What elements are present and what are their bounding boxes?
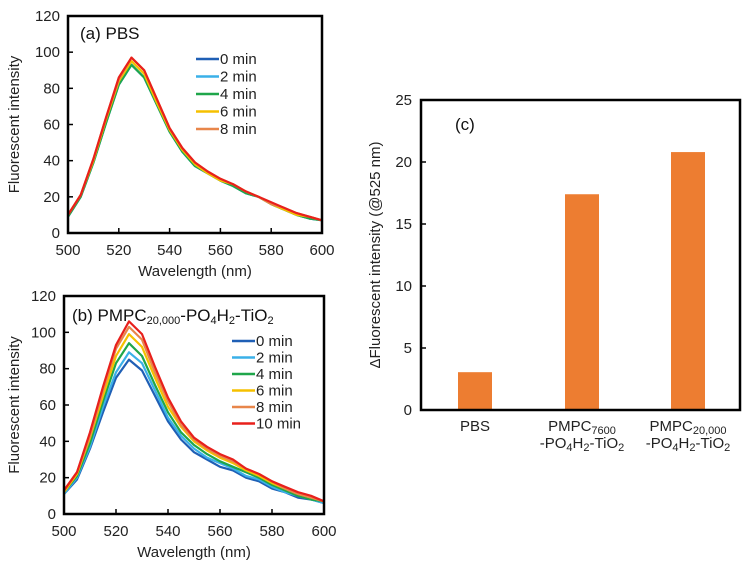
series-line-2: [67, 63, 323, 222]
legend-label: 0 min: [220, 51, 257, 68]
text-part: PMPC: [548, 418, 592, 435]
plot-frame: [419, 98, 742, 412]
subscript: 2: [229, 315, 235, 327]
category-label: PBS: [460, 418, 490, 435]
x-tick-label: 600: [311, 523, 336, 540]
y-tick-label: 20: [43, 189, 60, 206]
text-part: -PO: [540, 435, 567, 452]
y-tick-label: 0: [404, 402, 412, 419]
text-part: PBS: [460, 418, 490, 435]
text-part: (b) PMPC: [72, 306, 147, 325]
y-tick-label: 5: [404, 340, 412, 357]
text-part: -TiO: [696, 435, 725, 452]
text-part: -TiO: [235, 306, 267, 325]
legend-label: 2 min: [256, 350, 293, 367]
panel-title: (a) PBS: [80, 24, 140, 43]
text-part: -PO: [646, 435, 673, 452]
legend-label: 10 min: [256, 416, 301, 433]
x-tick-label: 560: [207, 523, 232, 540]
x-tick-label: 540: [157, 242, 182, 259]
legend-label: 8 min: [256, 399, 293, 416]
x-tick-label: 520: [106, 242, 131, 259]
subscript: 4: [211, 315, 217, 327]
y-tick-label: 20: [395, 154, 412, 171]
text-part: H: [573, 435, 584, 452]
text-part: H: [217, 306, 229, 325]
bar-2: [671, 152, 705, 410]
y-tick-label: 60: [43, 117, 60, 134]
category-label: PMPC20,000: [650, 418, 727, 437]
x-axis-title: Wavelength (nm): [137, 544, 251, 561]
y-axis-title: Fluorescent intensity: [6, 336, 23, 474]
y-tick-label: 20: [39, 470, 56, 487]
y-tick-label: 15: [395, 216, 412, 233]
y-tick-label: 0: [48, 506, 56, 523]
category-label: -PO4H2-TiO2: [646, 435, 731, 454]
legend-label: 4 min: [220, 86, 257, 103]
x-axis-title: Wavelength (nm): [138, 263, 252, 280]
legend-label: 2 min: [220, 69, 257, 86]
y-tick-label: 10: [395, 278, 412, 295]
subscript: 4: [672, 442, 678, 454]
series-line-1: [63, 351, 325, 505]
x-tick-label: 600: [309, 242, 334, 259]
category-label: -PO4H2-TiO2: [540, 435, 625, 454]
subscript: 2: [724, 442, 730, 454]
panel-b: 500 520 540 560 580 600 0 20 40 60 80 100 120 Wavelen…: [6, 288, 337, 561]
subscript: 2: [267, 315, 273, 327]
subscript: 2: [583, 442, 589, 454]
series-line-5: [67, 56, 323, 222]
bar-0: [458, 372, 492, 410]
y-tick-label: 25: [395, 92, 412, 109]
legend-label: 0 min: [256, 333, 293, 350]
legend-label: 6 min: [220, 104, 257, 121]
y-tick-label: 60: [39, 397, 56, 414]
series-line-5: [63, 320, 325, 503]
series-line-4: [67, 56, 323, 222]
text-part: -TiO: [590, 435, 619, 452]
x-tick-label: 580: [259, 523, 284, 540]
legend-label: 4 min: [256, 366, 293, 383]
y-tick-label: 40: [43, 153, 60, 170]
subscript: 20,000: [693, 425, 727, 437]
subscript: 2: [618, 442, 624, 454]
subscript: 20,000: [147, 315, 181, 327]
y-tick-label: 0: [52, 225, 60, 242]
y-tick-label: 80: [39, 361, 56, 378]
legend-label: 8 min: [220, 121, 257, 138]
bar-1: [565, 194, 599, 410]
series-line-0: [67, 63, 323, 222]
x-tick-label: 580: [259, 242, 284, 259]
text-part: -PO: [180, 306, 210, 325]
y-tick-label: 40: [39, 433, 56, 450]
x-tick-label: 560: [208, 242, 233, 259]
y-tick-label: 100: [35, 44, 60, 61]
series-line-2: [63, 342, 325, 503]
x-tick-label: 520: [103, 523, 128, 540]
y-tick-label: 120: [31, 288, 56, 305]
x-tick-label: 500: [55, 242, 80, 259]
text-part: H: [679, 435, 690, 452]
subscript: 7600: [591, 425, 615, 437]
x-tick-label: 540: [155, 523, 180, 540]
subscript: 2: [689, 442, 695, 454]
y-tick-label: 120: [35, 8, 60, 25]
subscript: 4: [566, 442, 572, 454]
y-axis-title: Fluorescent intensity: [6, 55, 23, 193]
legend-label: 6 min: [256, 383, 293, 400]
category-label: PMPC7600: [548, 418, 616, 437]
y-tick-label: 100: [31, 324, 56, 341]
panel-title: (c): [455, 115, 475, 134]
series-line-1: [67, 63, 323, 222]
text-part: PMPC: [650, 418, 694, 435]
y-axis-title: ΔFluorescent intensity (@525 nm): [367, 141, 384, 368]
panel-a: 500 520 540 560 580 600 0 20 40 60 80 100 120 Wavelen…: [6, 8, 335, 280]
panel-title: (b) PMPC20,000-PO4H2-TiO2: [72, 306, 274, 327]
series-line-3: [67, 60, 323, 222]
panel-c: 0 5 10 15 20 25 ΔFluorescent intensity (@525 n…: [367, 92, 742, 454]
y-tick-label: 80: [43, 80, 60, 97]
x-tick-label: 500: [51, 523, 76, 540]
